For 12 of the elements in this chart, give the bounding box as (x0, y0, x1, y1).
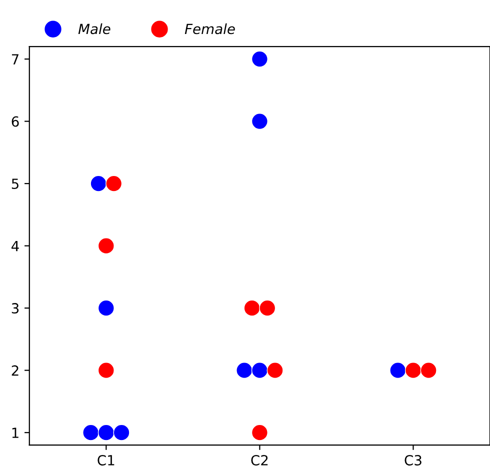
y-tick-label: 1 (12, 428, 18, 438)
x-tick-label: C2 (251, 454, 268, 466)
y-tick-label: 7 (12, 54, 18, 64)
legend-label: Female (184, 23, 235, 34)
legend-label: Male (78, 23, 110, 34)
y-tick-label: 5 (12, 178, 18, 190)
x-tick-label: C1 (98, 454, 114, 466)
y-tick-label: 4 (12, 240, 19, 252)
y-tick-label: 6 (12, 116, 19, 127)
y-tick-label: 2 (12, 365, 18, 376)
x-tick-label: C3 (404, 454, 422, 466)
y-tick-label: 3 (12, 303, 19, 314)
